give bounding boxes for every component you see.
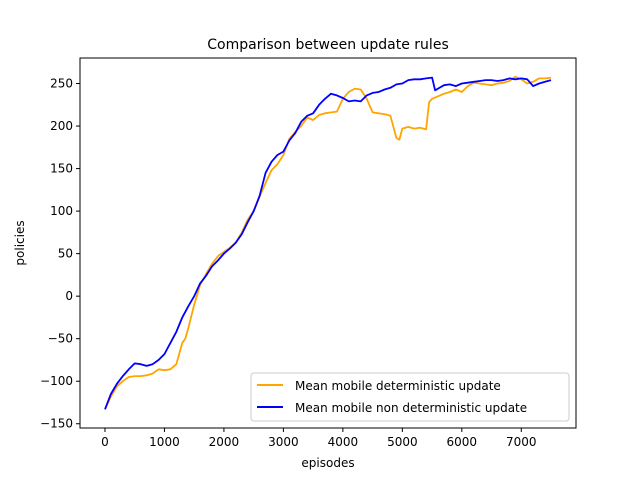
x-tick-label: 4000: [328, 435, 359, 449]
x-axis-ticks: 0 1000 2000 3000 4000 5000 6000 7000: [101, 428, 537, 449]
legend: Mean mobile deterministic update Mean mo…: [250, 372, 570, 422]
y-tick-label: −50: [48, 332, 73, 346]
x-tick-label: 5000: [387, 435, 418, 449]
series-line-1: [104, 76, 552, 410]
y-tick-label: −100: [40, 374, 73, 388]
x-tick-label: 7000: [506, 435, 537, 449]
y-tick-label: −150: [40, 417, 73, 431]
x-axis-title: episodes: [301, 456, 354, 470]
y-tick-label: 200: [50, 119, 73, 133]
chart-title: Comparison between update rules: [207, 37, 448, 53]
legend-label-deterministic: Mean mobile deterministic update: [295, 379, 501, 393]
x-tick-label: 1000: [149, 435, 180, 449]
y-tick-label: 100: [50, 204, 73, 218]
plot-area-frame: [79, 57, 577, 429]
x-tick-label: 0: [101, 435, 109, 449]
y-axis-ticks: −150 −100 −50 0 50 100 150 200 250: [40, 77, 80, 431]
y-axis-title: policies: [13, 220, 27, 265]
legend-box: [250, 372, 570, 422]
y-tick-label: 150: [50, 162, 73, 176]
plot-lines: [104, 75, 552, 410]
y-tick-label: 250: [50, 77, 73, 91]
x-tick-label: 3000: [268, 435, 299, 449]
x-tick-label: 6000: [447, 435, 478, 449]
x-tick-label: 2000: [209, 435, 240, 449]
y-tick-label: 0: [65, 289, 73, 303]
legend-label-non-deterministic: Mean mobile non deterministic update: [295, 401, 527, 415]
y-tick-label: 50: [58, 247, 73, 261]
